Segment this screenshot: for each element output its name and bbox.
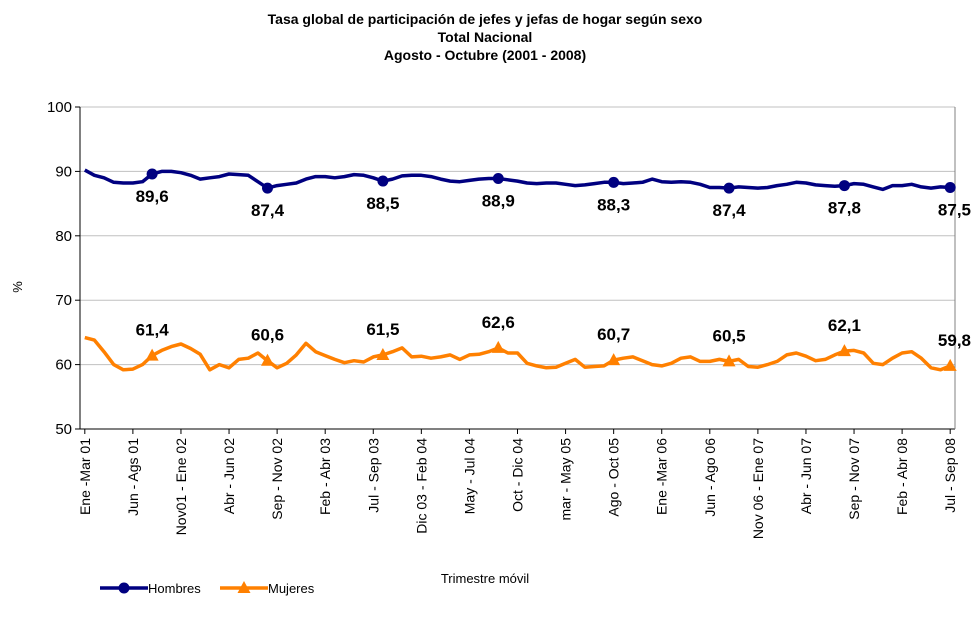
data-label: 61,4 — [136, 321, 170, 340]
point-marker — [491, 340, 505, 353]
data-label: 60,7 — [597, 325, 630, 344]
y-tick-label: 70 — [55, 292, 72, 309]
data-label: 87,8 — [828, 199, 861, 218]
x-tick-label: Sep - Nov 07 — [846, 438, 862, 520]
x-tick-label: Jun - Ago 06 — [702, 438, 718, 517]
point-marker — [944, 182, 956, 193]
chart-subtitle: Agosto - Octubre (2001 - 2008) — [384, 47, 586, 63]
point-marker — [377, 175, 389, 187]
point-marker — [492, 172, 504, 184]
chart-title: Tasa global de participación de jefes y … — [268, 11, 703, 27]
chart-subtitle: Total Nacional — [438, 29, 533, 45]
x-tick-label: Nov 06 - Ene 07 — [750, 438, 766, 539]
point-marker — [838, 180, 850, 192]
x-tick-label: Feb - Abr 08 — [894, 438, 910, 515]
data-label: 87,5 — [938, 201, 971, 220]
x-tick-label: Abr - Jun 07 — [798, 438, 814, 514]
point-marker — [837, 344, 851, 357]
data-label: 87,4 — [712, 201, 746, 220]
data-label: 59,8 — [938, 331, 971, 350]
x-tick-label: Ene -Mar 06 — [654, 438, 670, 515]
point-marker — [261, 353, 274, 366]
point-marker — [723, 182, 735, 194]
x-tick-label: Sep - Nov 02 — [269, 438, 285, 520]
data-label: 88,5 — [366, 194, 399, 213]
point-marker — [608, 176, 620, 188]
x-tick-label: Dic 03 - Feb 04 — [413, 438, 429, 534]
y-tick-label: 90 — [55, 163, 72, 180]
point-marker — [607, 353, 621, 366]
legend-item: Hombres — [100, 581, 201, 596]
series-line — [84, 335, 951, 372]
x-axis-label: Trimestre móvil — [441, 571, 529, 586]
point-marker — [722, 354, 736, 367]
legend-label: Hombres — [148, 581, 201, 596]
data-label: 62,6 — [482, 313, 515, 332]
x-tick-label: Jun - Ags 01 — [125, 438, 141, 516]
y-tick-label: 60 — [55, 357, 72, 374]
y-axis-label: % — [10, 281, 25, 293]
x-tick-label: Oct - Dic 04 — [510, 438, 526, 512]
point-marker — [376, 347, 390, 360]
y-tick-label: 100 — [47, 99, 72, 116]
x-tick-label: Ene -Mar 01 — [77, 438, 93, 515]
point-marker — [145, 348, 159, 361]
x-tick-label: Ago - Oct 05 — [606, 438, 622, 517]
point-marker — [237, 581, 251, 593]
point-marker — [118, 582, 130, 594]
point-marker — [146, 168, 158, 180]
point-marker — [262, 182, 273, 194]
legend-label: Mujeres — [268, 581, 315, 596]
x-tick-label: Jul - Sep 03 — [365, 438, 381, 513]
x-tick-label: Feb - Abr 03 — [317, 438, 333, 515]
x-tick-label: mar - May 05 — [558, 438, 574, 521]
data-label: 87,4 — [251, 201, 285, 220]
series-line — [83, 168, 951, 192]
data-label: 60,5 — [712, 326, 745, 345]
data-label: 61,5 — [366, 320, 399, 339]
x-tick-label: Abr - Jun 02 — [221, 438, 237, 514]
x-tick-label: Jul - Sep 08 — [942, 438, 958, 513]
x-tick-label: Nov01 - Ene 02 — [173, 438, 189, 535]
data-label: 89,6 — [136, 187, 169, 206]
data-label: 88,3 — [597, 195, 630, 214]
data-label: 62,1 — [828, 316, 861, 335]
legend-item: Mujeres — [220, 581, 315, 596]
data-label: 88,9 — [482, 191, 515, 210]
x-tick-label: May - Jul 04 — [461, 438, 477, 514]
y-tick-label: 80 — [55, 228, 72, 245]
y-tick-label: 50 — [55, 421, 72, 438]
point-marker — [943, 358, 957, 371]
data-label: 60,6 — [251, 326, 284, 345]
